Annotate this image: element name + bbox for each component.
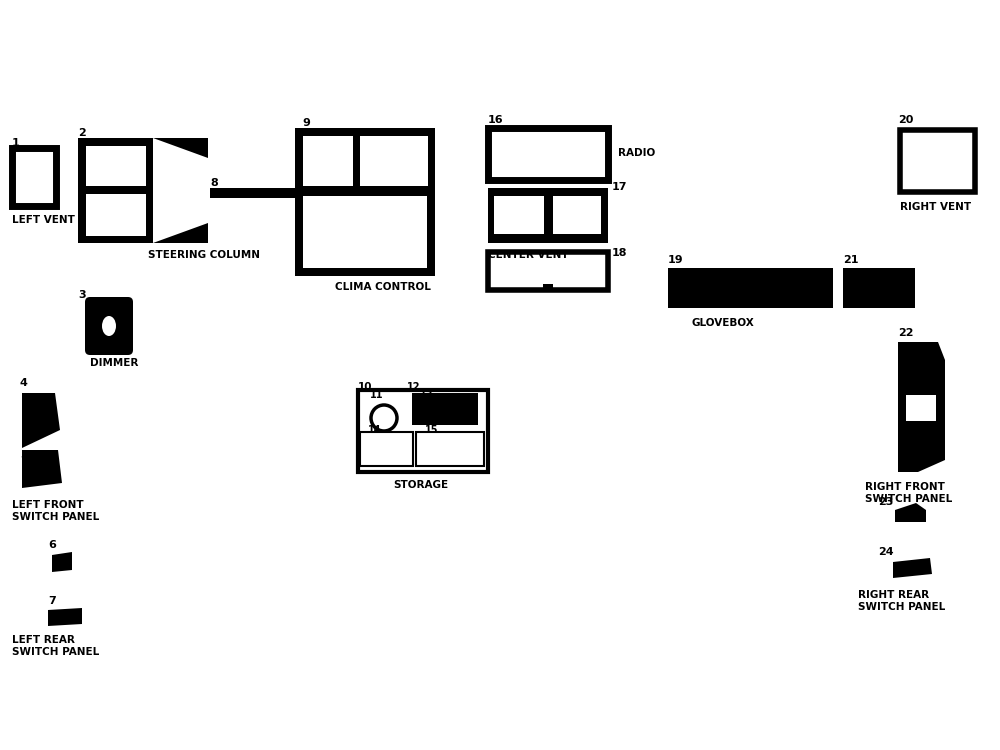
Text: 7: 7 [48, 596, 56, 606]
Polygon shape [153, 138, 208, 243]
Bar [86, 194, 146, 236]
Text: 9: 9 [302, 118, 310, 128]
Text: STEERING COLUMN: STEERING COLUMN [148, 250, 260, 260]
Text: 10: 10 [358, 382, 372, 392]
Bar [303, 136, 353, 186]
Text: RIGHT VENT: RIGHT VENT [900, 202, 971, 212]
Bar [488, 128, 608, 180]
Polygon shape [52, 552, 72, 572]
Bar [358, 390, 488, 472]
Bar [210, 188, 300, 198]
Bar [553, 196, 601, 234]
Bar [488, 188, 608, 243]
Bar [900, 130, 975, 192]
Bar [488, 252, 608, 290]
Text: RIGHT FRONT
SWITCH PANEL: RIGHT FRONT SWITCH PANEL [865, 482, 952, 503]
Text: 13: 13 [420, 390, 434, 400]
Polygon shape [898, 342, 945, 472]
Text: 22: 22 [898, 328, 914, 338]
Text: 11: 11 [370, 390, 384, 400]
Ellipse shape [102, 316, 116, 336]
Polygon shape [48, 608, 82, 626]
Text: 3: 3 [78, 290, 86, 300]
Bar [668, 268, 833, 308]
Bar [843, 268, 915, 308]
Polygon shape [893, 558, 932, 578]
Text: 8: 8 [210, 178, 218, 188]
Polygon shape [295, 128, 435, 276]
Text: 6: 6 [48, 540, 56, 550]
Text: LEFT VENT: LEFT VENT [12, 215, 75, 225]
Circle shape [371, 405, 397, 431]
Polygon shape [895, 503, 926, 522]
Text: 23: 23 [878, 497, 893, 507]
Bar [360, 432, 413, 466]
Text: RIGHT REAR
SWITCH PANEL: RIGHT REAR SWITCH PANEL [858, 590, 945, 611]
Text: 2: 2 [78, 128, 86, 138]
Text: 24: 24 [878, 547, 894, 557]
Text: 15: 15 [425, 425, 438, 435]
Bar [303, 196, 427, 268]
Text: 1: 1 [12, 138, 20, 148]
Bar [543, 284, 553, 290]
Text: GLOVEBOX: GLOVEBOX [692, 318, 755, 328]
Text: 18: 18 [612, 248, 628, 258]
Bar [494, 196, 544, 234]
Polygon shape [22, 393, 60, 448]
Bar [416, 432, 484, 466]
FancyBboxPatch shape [85, 297, 133, 355]
Text: 20: 20 [898, 115, 913, 125]
Bar [412, 393, 478, 425]
Text: 14: 14 [368, 425, 382, 435]
Text: CLIMA CONTROL: CLIMA CONTROL [335, 282, 431, 292]
Bar [86, 146, 146, 186]
Text: 5: 5 [20, 450, 28, 460]
Polygon shape [78, 138, 208, 243]
Text: 21: 21 [843, 255, 858, 265]
Bar [906, 395, 936, 421]
Bar [12, 148, 56, 206]
Text: 19: 19 [668, 255, 684, 265]
Bar [360, 136, 428, 186]
Text: LEFT FRONT
SWITCH PANEL: LEFT FRONT SWITCH PANEL [12, 500, 99, 521]
Text: LEFT REAR
SWITCH PANEL: LEFT REAR SWITCH PANEL [12, 635, 99, 656]
Text: RADIO: RADIO [618, 148, 655, 158]
Polygon shape [22, 450, 62, 488]
Text: DIMMER: DIMMER [90, 358, 138, 368]
Text: STORAGE: STORAGE [393, 480, 448, 490]
Text: 12: 12 [407, 382, 420, 392]
Text: 4: 4 [20, 378, 28, 388]
Text: 17: 17 [612, 182, 628, 192]
Text: CENTER VENT: CENTER VENT [488, 250, 569, 260]
Text: 16: 16 [488, 115, 504, 125]
